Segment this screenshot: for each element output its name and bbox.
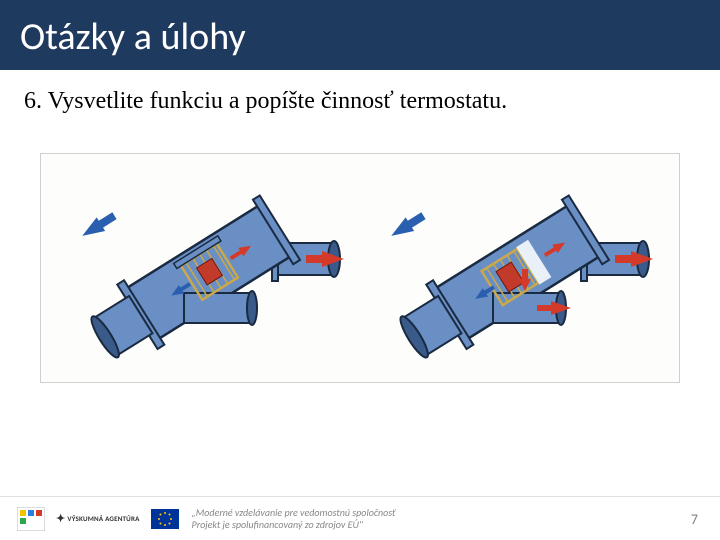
- question-number: 6.: [24, 88, 42, 114]
- footer-line-1: „Moderné vzdelávanie pre vedomostnú spol…: [192, 507, 396, 519]
- thermostat-figure-closed: [66, 173, 346, 363]
- footer-line-2: Projekt je spolufinancovaný zo zdrojov E…: [192, 519, 396, 531]
- footer-bar: ✦ VÝSKUMNÁ AGENTÚRA „Moderné vzdelávanie…: [0, 496, 720, 540]
- logo-vyskumna-agentura-icon: ✦ VÝSKUMNÁ AGENTÚRA: [56, 506, 140, 532]
- question-text: Vysvetlite funkciu a popíšte činnosť ter…: [48, 88, 508, 114]
- logo-op-icon: [16, 506, 46, 532]
- logo-va-text: VÝSKUMNÁ AGENTÚRA: [67, 514, 139, 523]
- thermostat-svg-closed: [66, 173, 346, 363]
- thermostat-svg-open: [375, 173, 655, 363]
- page-number: 7: [691, 511, 698, 528]
- logo-eu-icon: [150, 506, 180, 532]
- arrow-out-icon: [78, 209, 119, 243]
- slide-title: Otázky a úlohy: [20, 14, 700, 60]
- question-row: 6. Vysvetlite funkciu a popíšte činnosť …: [0, 70, 720, 123]
- arrow-out-icon: [387, 209, 428, 243]
- footer-logos: ✦ VÝSKUMNÁ AGENTÚRA: [16, 506, 180, 532]
- diagram-container: [40, 153, 680, 383]
- thermostat-figure-open: [375, 173, 655, 363]
- title-bar: Otázky a úlohy: [0, 0, 720, 70]
- footer-text: „Moderné vzdelávanie pre vedomostnú spol…: [192, 507, 396, 531]
